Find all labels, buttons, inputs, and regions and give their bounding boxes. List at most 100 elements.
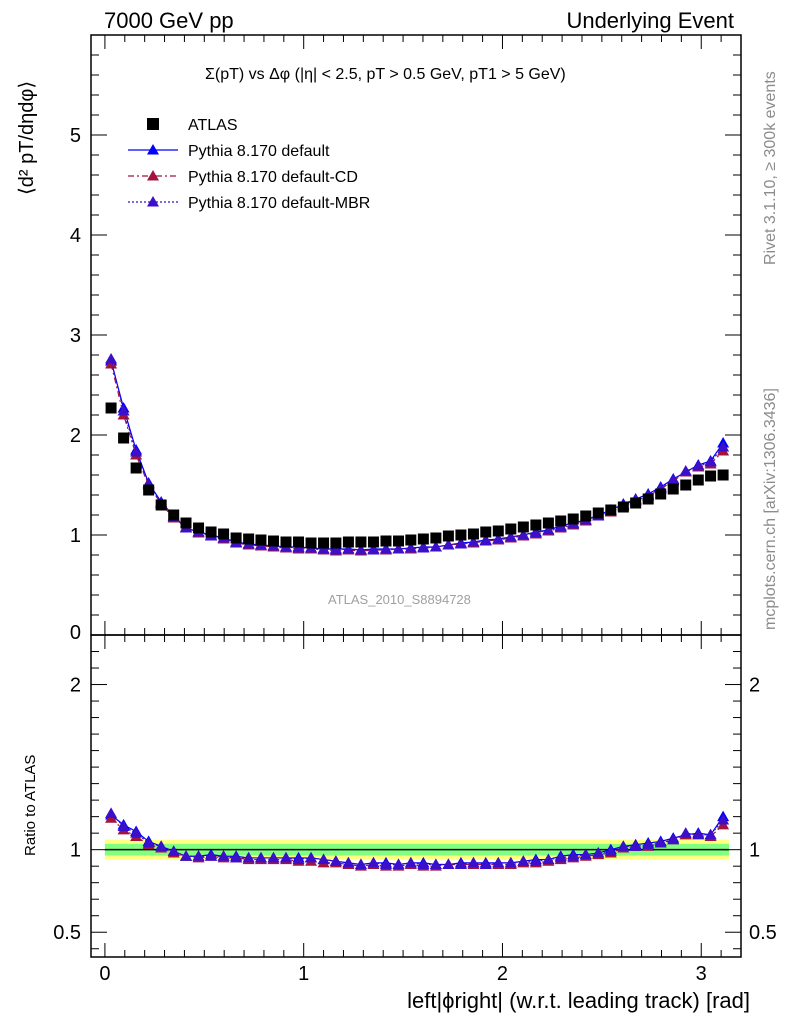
series-3-point — [529, 527, 542, 538]
atlas-data-point — [480, 526, 492, 538]
ratio-series-2-point — [267, 851, 280, 863]
atlas-data-point — [318, 537, 330, 549]
atlas-data-point — [367, 536, 379, 548]
series-3-point — [342, 543, 355, 554]
ratio-series-2-point — [617, 840, 630, 851]
atlas-data-point — [405, 534, 417, 546]
series-3-point — [379, 543, 392, 554]
series-3-point — [442, 539, 455, 550]
ratio-series-2-point — [479, 858, 492, 870]
atlas-data-point — [580, 510, 592, 522]
series-3-point — [417, 542, 430, 553]
ratio-series-2-point — [180, 850, 193, 861]
atlas-data-point — [605, 504, 617, 516]
x-tick-label: 3 — [696, 963, 707, 985]
ratio-series-2-point — [642, 838, 655, 850]
legend-label: Pythia 8.170 default — [188, 143, 330, 160]
series-3-point — [354, 544, 367, 555]
ratio-series-2-point — [667, 833, 680, 845]
series-3-point — [692, 460, 705, 471]
ratio-series-2-point — [217, 850, 230, 861]
atlas-data-point — [717, 469, 729, 481]
atlas-data-point — [492, 525, 504, 537]
ratio-series-2-point — [529, 855, 542, 866]
ratio-series-2-point — [554, 851, 567, 863]
ratio-series-2-point — [130, 827, 143, 838]
ratio-series-2-point — [629, 840, 642, 851]
atlas-data-point — [218, 528, 230, 540]
ratio-series-2-point — [654, 837, 667, 848]
atlas-data-point — [380, 535, 392, 547]
x-axis-label: left|ϕright| (w.r.t. leading track) [rad… — [407, 988, 750, 1013]
ratio-series-2-point — [167, 845, 180, 856]
series-3-point — [105, 353, 118, 364]
ratio-series-2-point — [467, 856, 480, 868]
series-3-point — [717, 441, 730, 452]
x-tick-label: 2 — [497, 963, 508, 985]
atlas-data-point — [455, 529, 467, 541]
plot-title: Σ(pT) vs Δφ (|η| < 2.5, pT > 0.5 GeV, pT… — [205, 66, 566, 83]
legend-marker-triangle — [147, 144, 159, 155]
series-3-point — [392, 543, 405, 554]
atlas-data-point — [592, 507, 604, 519]
legend-marker-triangle — [147, 196, 159, 207]
ratio-series-2-point — [604, 845, 617, 856]
atlas-data-point — [355, 536, 367, 548]
atlas-data-point — [205, 526, 217, 538]
atlas-data-point — [530, 519, 542, 531]
atlas-data-point — [617, 501, 629, 513]
ratio-series-2-point — [105, 807, 118, 818]
series-3-point — [404, 542, 417, 553]
series-3-point — [367, 544, 380, 555]
atlas-data-point — [243, 533, 255, 545]
y-tick-label: 0 — [70, 622, 81, 644]
series-3-point — [679, 465, 692, 476]
atlas-data-point — [642, 493, 654, 505]
x-tick-label: 1 — [298, 963, 309, 985]
series-line-1 — [110, 360, 724, 551]
atlas-data-point — [542, 517, 554, 529]
atlas-data-point — [567, 513, 579, 525]
atlas-data-point — [655, 488, 667, 500]
series-3-point — [504, 531, 517, 542]
ratio-series-2-point — [679, 827, 692, 838]
ratio-y-tick-label-right: 0.5 — [749, 922, 777, 944]
atlas-data-point — [393, 535, 405, 547]
series-3-point — [517, 529, 530, 540]
atlas-data-point — [255, 534, 267, 546]
series-3-point — [667, 474, 680, 485]
atlas-data-point — [692, 474, 704, 486]
series-3-point — [454, 538, 467, 549]
ratio-y-tick-label-right: 1 — [749, 840, 760, 862]
ratio-series-2-point — [142, 837, 155, 848]
atlas-data-point — [430, 532, 442, 544]
atlas-data-point — [193, 522, 205, 534]
atlas-data-point — [130, 462, 142, 474]
atlas-data-point — [705, 470, 717, 482]
ratio-series-2-point — [254, 851, 267, 863]
ratio-y-tick-label-right: 2 — [749, 675, 760, 697]
ratio-series-2-point — [354, 858, 367, 870]
legend-marker-square — [147, 118, 159, 130]
atlas-data-point — [155, 499, 167, 511]
atlas-data-point — [555, 515, 567, 527]
y-tick-label: 5 — [70, 125, 81, 147]
atlas-data-point — [517, 521, 529, 533]
series-line-3 — [110, 358, 724, 551]
atlas-data-point — [293, 536, 305, 548]
atlas-data-point — [667, 483, 679, 495]
y-tick-label: 4 — [70, 225, 81, 247]
ratio-series-2-point — [504, 856, 517, 868]
ratio-y-tick-label: 0.5 — [53, 922, 81, 944]
series-3-point — [542, 524, 555, 535]
atlas-data-point — [680, 479, 692, 491]
ratio-series-2-point — [317, 853, 330, 865]
ratio-series-2-point — [542, 853, 555, 865]
ratio-series-2-point — [329, 855, 342, 866]
atlas-data-point — [280, 536, 292, 548]
ratio-series-2-point — [292, 853, 305, 865]
ratio-series-2-point — [280, 851, 292, 863]
atlas-data-point — [342, 536, 354, 548]
atlas-data-point — [630, 497, 642, 509]
